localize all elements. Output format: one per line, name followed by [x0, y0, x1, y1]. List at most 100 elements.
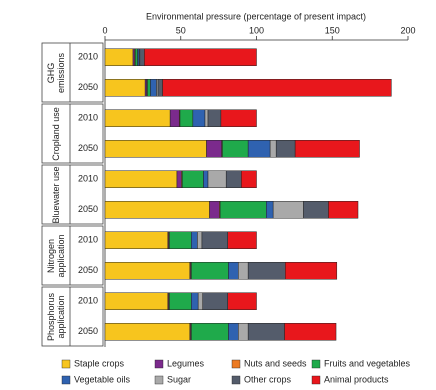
bar-segment	[169, 109, 180, 127]
bar-segment	[228, 323, 239, 341]
y-tick-label: 2010	[78, 296, 98, 306]
bar-segment	[104, 231, 169, 249]
x-axis-title: Environmental pressure (percentage of pr…	[146, 11, 366, 21]
bar-segment	[179, 109, 194, 127]
group-box	[41, 164, 104, 225]
bar-segment	[294, 140, 360, 158]
y-tick-label: 2010	[78, 174, 98, 184]
legend-label: Sugar	[167, 374, 191, 384]
bar-segment	[238, 323, 249, 341]
bar-segment	[266, 201, 274, 219]
legend-swatch	[311, 375, 321, 385]
group-label: Nitrogen application	[46, 233, 66, 278]
bar-segment	[176, 170, 182, 188]
bar-segment	[220, 109, 257, 127]
bar-segment	[247, 262, 286, 280]
y-tick-label: 2010	[78, 52, 98, 62]
x-tick-label: 50	[176, 25, 186, 35]
legend-label: Vegetable oils	[74, 374, 131, 384]
group-label: GHG emissions	[46, 52, 66, 93]
bar-segment	[207, 109, 222, 127]
bar-segment	[206, 140, 222, 158]
bar-segment	[203, 170, 209, 188]
bar-segment	[247, 140, 271, 158]
bar-segment	[284, 323, 337, 341]
bar-segment	[204, 109, 209, 127]
bar-segment	[228, 262, 239, 280]
bar-segment	[207, 170, 227, 188]
bar-segment	[328, 201, 359, 219]
y-tick-label: 2010	[78, 235, 98, 245]
y-tick-label: 2050	[78, 326, 98, 336]
bar-segment	[197, 292, 203, 310]
bar-segment	[197, 231, 203, 249]
legend-swatch	[154, 359, 164, 369]
bar-segment	[104, 292, 169, 310]
bar-segment	[247, 323, 285, 341]
bar-segment	[135, 48, 138, 66]
bar-segment	[238, 262, 249, 280]
bar-segment	[147, 79, 151, 97]
bar-segment	[269, 140, 277, 158]
bar-segment	[169, 231, 192, 249]
y-tick-label: 2050	[78, 204, 98, 214]
bar-segment	[272, 201, 304, 219]
group-box	[41, 42, 104, 103]
bar-segment	[202, 292, 228, 310]
bar-segment	[182, 170, 204, 188]
bar-segment	[104, 262, 191, 280]
bar-segment	[191, 292, 199, 310]
bar-segment	[241, 170, 257, 188]
bar-segment	[150, 79, 157, 97]
y-tick-label: 2050	[78, 143, 98, 153]
bar-segment	[191, 323, 229, 341]
group-label: Bluewater use	[51, 165, 61, 224]
bar-segment	[157, 79, 163, 97]
bar-segment	[285, 262, 338, 280]
legend-swatch	[231, 359, 241, 369]
y-tick-label: 2010	[78, 113, 98, 123]
y-tick-label: 2050	[78, 265, 98, 275]
group-box	[41, 225, 104, 286]
legend-swatch	[61, 375, 71, 385]
legend-label: Fruits and vegetables	[324, 358, 411, 368]
bar-segment	[139, 48, 145, 66]
bar-segment	[104, 323, 191, 341]
x-tick-label: 100	[249, 25, 264, 35]
y-tick-label: 2050	[78, 82, 98, 92]
bar-segment	[104, 79, 146, 97]
group-label: Phosphorus application	[46, 292, 66, 341]
group-box	[41, 286, 104, 347]
legend-swatch	[311, 359, 321, 369]
bar-segment	[219, 201, 267, 219]
bar-segment	[104, 109, 171, 127]
bar-segment	[209, 201, 220, 219]
bar-segment	[227, 292, 257, 310]
group-box	[41, 103, 104, 164]
bar-segment	[144, 48, 257, 66]
legend-swatch	[61, 359, 71, 369]
group-label: Cropland use	[51, 106, 61, 161]
bar-segment	[201, 231, 228, 249]
bar-segment	[104, 201, 210, 219]
x-tick-label: 150	[325, 25, 340, 35]
bar-segment	[104, 140, 207, 158]
bar-segment	[303, 201, 329, 219]
bar-segment	[104, 48, 134, 66]
bar-segment	[162, 79, 392, 97]
legend-label: Animal products	[324, 374, 389, 384]
legend-label: Nuts and seeds	[244, 358, 307, 368]
x-tick-label: 0	[102, 25, 107, 35]
bar-segment	[191, 231, 198, 249]
bar-segment	[192, 109, 206, 127]
legend-label: Legumes	[167, 358, 205, 368]
legend-label: Staple crops	[74, 358, 125, 368]
bar-segment	[275, 140, 296, 158]
legend-swatch	[154, 375, 164, 385]
x-tick-label: 200	[400, 25, 415, 35]
legend-swatch	[231, 375, 241, 385]
bar-segment	[222, 140, 249, 158]
bar-segment	[191, 262, 229, 280]
